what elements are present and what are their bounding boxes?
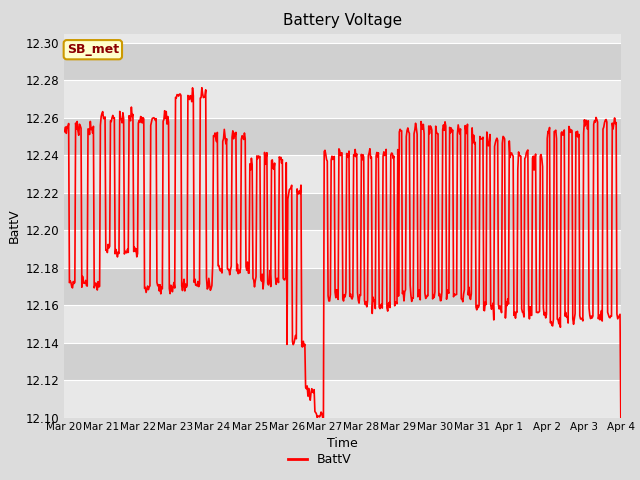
Bar bbox=[64, 268, 621, 305]
Bar bbox=[64, 156, 621, 193]
Bar bbox=[64, 43, 621, 81]
Bar bbox=[64, 380, 621, 418]
Bar bbox=[64, 118, 621, 156]
Bar bbox=[64, 305, 621, 343]
Text: SB_met: SB_met bbox=[67, 43, 119, 56]
Title: Battery Voltage: Battery Voltage bbox=[283, 13, 402, 28]
Bar bbox=[64, 343, 621, 380]
Bar bbox=[64, 230, 621, 268]
Bar bbox=[64, 193, 621, 230]
X-axis label: Time: Time bbox=[327, 437, 358, 450]
Y-axis label: BattV: BattV bbox=[8, 208, 21, 243]
Legend: BattV: BattV bbox=[284, 448, 356, 471]
Bar bbox=[64, 81, 621, 118]
